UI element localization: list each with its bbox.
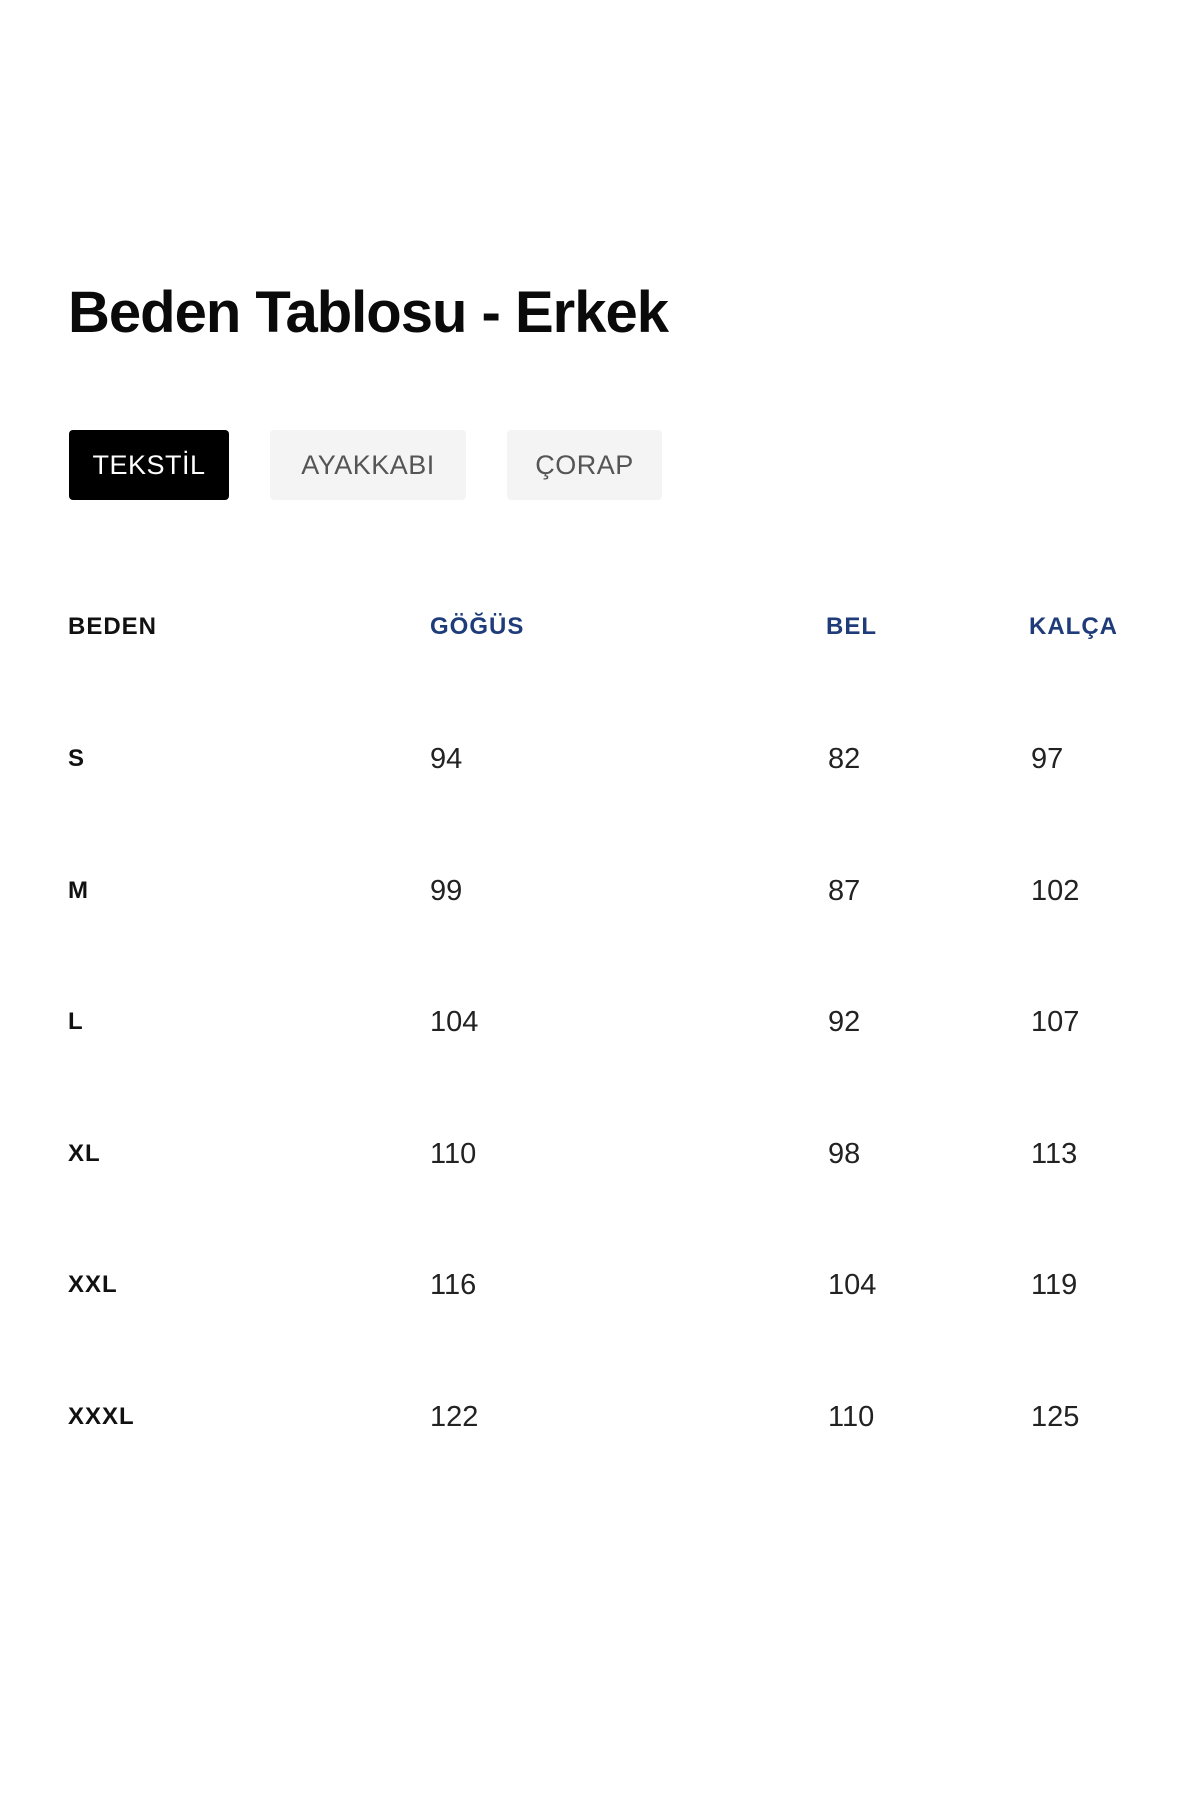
size-cell: XL <box>68 1139 101 1167</box>
gogus-cell: 116 <box>430 1269 477 1301</box>
size-cell: XXL <box>68 1271 118 1298</box>
bel-cell: 87 <box>828 874 861 907</box>
bel-cell: 98 <box>828 1137 861 1170</box>
kalca-cell: 113 <box>1031 1137 1078 1170</box>
gogus-cell: 99 <box>430 874 463 907</box>
column-header-kalca: KALÇA <box>1029 613 1118 640</box>
kalca-cell: 119 <box>1031 1269 1078 1301</box>
tab-corap[interactable]: ÇORAP <box>507 430 662 500</box>
kalca-cell: 102 <box>1031 874 1080 907</box>
bel-cell: 110 <box>828 1400 875 1433</box>
bel-cell: 104 <box>828 1269 877 1301</box>
gogus-cell: 94 <box>430 743 463 775</box>
gogus-cell: 122 <box>430 1400 479 1433</box>
kalca-cell: 97 <box>1031 743 1064 775</box>
tab-ayakkabi[interactable]: AYAKKABI <box>270 430 466 500</box>
column-header-gogus: GÖĞÜS <box>430 613 525 640</box>
kalca-cell: 107 <box>1031 1006 1080 1038</box>
size-cell: L <box>68 1008 84 1035</box>
tab-tekstil[interactable]: TEKSTİL <box>69 430 229 500</box>
size-cell: M <box>68 876 89 904</box>
bel-cell: 92 <box>828 1006 861 1038</box>
gogus-cell: 104 <box>430 1006 479 1038</box>
page-title: Beden Tablosu - Erkek <box>68 280 669 345</box>
gogus-cell: 110 <box>430 1137 477 1170</box>
kalca-cell: 125 <box>1031 1400 1080 1433</box>
size-cell: XXXL <box>68 1402 135 1430</box>
column-header-beden: BEDEN <box>68 613 158 640</box>
size-cell: S <box>68 745 86 772</box>
column-header-bel: BEL <box>826 613 877 640</box>
bel-cell: 82 <box>828 743 861 775</box>
